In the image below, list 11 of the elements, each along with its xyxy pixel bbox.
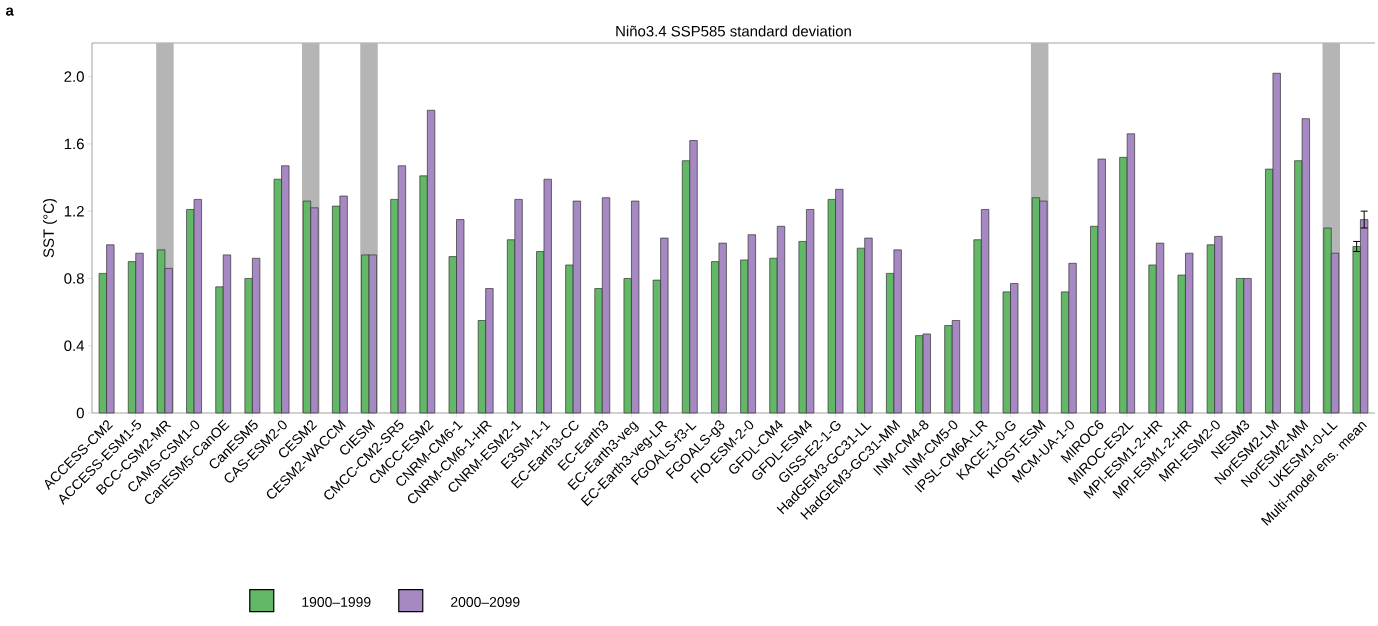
text: a [5,7,14,16]
legend-label: 2000–2099 [451,597,520,607]
y-tick-label: 1.2 [64,205,84,217]
y-tick-label: 0 [76,407,84,419]
y-tick-label: 0.8 [64,273,84,284]
y-axis-title: SST (°C) [42,198,57,258]
chart-title: Niño3.4 SSP585 standard deviation [616,25,851,37]
y-tick-label: 0.4 [64,340,85,351]
legend-label: 1900–1999 [302,597,371,607]
y-tick-label: 1.6 [64,138,84,150]
y-tick-label: 2.0 [64,71,84,82]
